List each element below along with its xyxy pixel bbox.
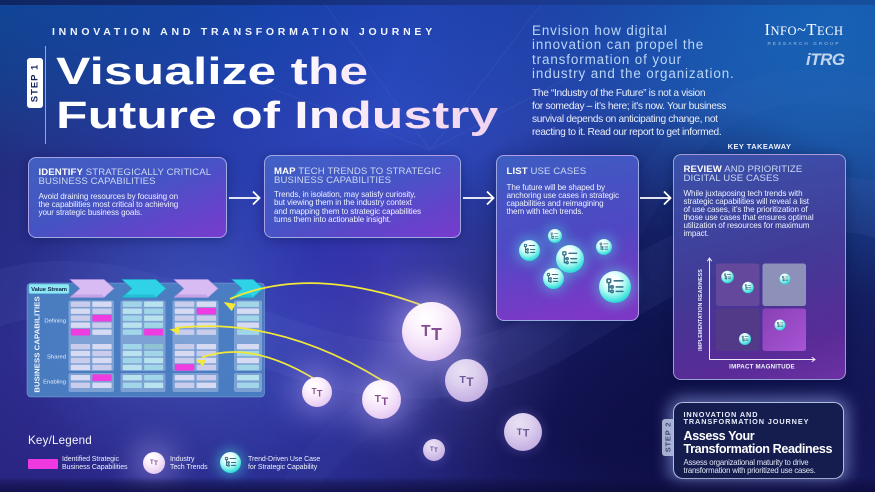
svg-text:BUSINESS CAPABILITIES: BUSINESS CAPABILITIES	[33, 296, 42, 392]
svg-text:IMPACT MAGNITUDE: IMPACT MAGNITUDE	[729, 364, 795, 371]
svg-text:Defining: Defining	[44, 319, 66, 325]
svg-text:Shared: Shared	[47, 355, 66, 361]
svg-text:Value Stream: Value Stream	[31, 287, 67, 293]
svg-text:Enabling: Enabling	[43, 380, 66, 386]
svg-text:IMPLEMENTATION READINESS: IMPLEMENTATION READINESS	[698, 269, 704, 351]
